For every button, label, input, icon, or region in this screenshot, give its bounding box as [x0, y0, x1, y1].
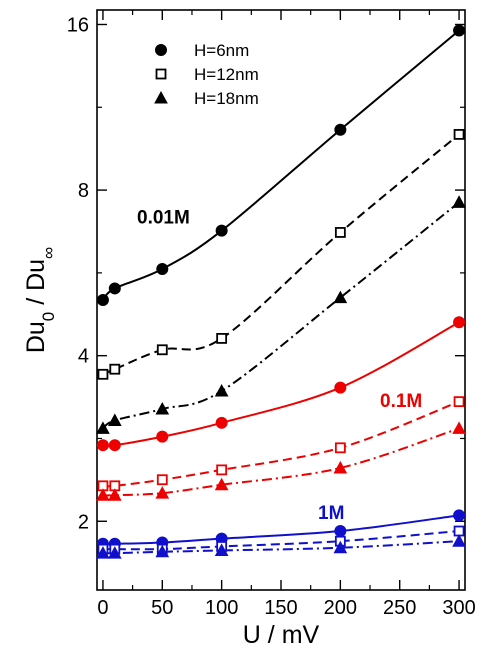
data-point [97, 368, 109, 380]
data-point [333, 460, 348, 474]
legend-marker [154, 90, 168, 104]
data-point [155, 401, 170, 415]
series-curve [102, 427, 460, 497]
series-curve [102, 530, 460, 551]
series-group-label: 0.01M [137, 207, 190, 228]
x-tick-label: 150 [264, 597, 297, 619]
data-point [96, 439, 109, 452]
data-point [96, 546, 110, 559]
series-curve [102, 540, 460, 555]
x-tick-label: 50 [151, 597, 173, 619]
data-point [452, 195, 466, 208]
data-point [453, 24, 466, 37]
series-group-label: 1M [318, 503, 344, 524]
data-point [96, 421, 110, 434]
data-point [216, 332, 228, 344]
x-tick-label: 100 [205, 597, 238, 619]
data-point [215, 416, 228, 429]
data-point [214, 477, 229, 491]
data-point [96, 293, 109, 306]
group-labels: 0.01M 0.1M 1M [137, 207, 422, 524]
series-markers [96, 24, 466, 559]
data-point [216, 464, 228, 476]
data-point [214, 543, 229, 556]
y-tick-label: 4 [78, 346, 89, 368]
x-tick-label: 0 [97, 597, 108, 619]
y-axis-title: Du0 / Du∞ [22, 247, 58, 353]
data-point [453, 396, 465, 408]
data-point [155, 544, 170, 558]
legend-label: H=18nm [194, 89, 259, 108]
series-group-label: 0.1M [380, 391, 422, 412]
y-tick-label: 8 [78, 180, 89, 202]
y-tick-label: 16 [67, 14, 89, 36]
data-point [452, 421, 466, 434]
x-tick-label: 250 [383, 597, 416, 619]
y-tick-label: 2 [78, 511, 89, 533]
axis-ticks: 0 50 100 150 200 250 300 2 4 8 16 [67, 10, 476, 619]
data-point [156, 262, 169, 275]
data-point [333, 540, 348, 554]
data-point [156, 344, 168, 356]
legend-marker [155, 44, 167, 56]
data-point [108, 439, 121, 452]
legend: H=6nm H=12nm H=18nm [154, 41, 259, 108]
data-point [156, 430, 169, 443]
data-point [333, 290, 348, 304]
data-point [109, 363, 121, 375]
legend-label: H=12nm [194, 65, 259, 84]
data-point [214, 383, 229, 397]
data-point [334, 381, 347, 394]
data-point [334, 525, 347, 538]
data-point [334, 442, 346, 454]
data-point [453, 509, 466, 522]
data-point [334, 227, 346, 238]
data-point [334, 123, 347, 136]
data-point [107, 413, 122, 426]
data-point [155, 486, 170, 499]
data-point [452, 534, 466, 547]
data-point [107, 546, 122, 559]
x-tick-label: 300 [442, 597, 475, 619]
data-point [108, 282, 121, 295]
data-point [215, 224, 228, 237]
plot-frame [96, 9, 466, 591]
data-point [453, 316, 466, 329]
legend-marker [155, 68, 167, 80]
legend-label: H=6nm [194, 41, 249, 60]
data-point [453, 128, 465, 140]
data-point [96, 488, 110, 501]
data-point [107, 488, 122, 501]
data-point [156, 474, 168, 486]
x-tick-label: 200 [324, 597, 357, 619]
x-axis-title: U / mV [243, 621, 320, 649]
